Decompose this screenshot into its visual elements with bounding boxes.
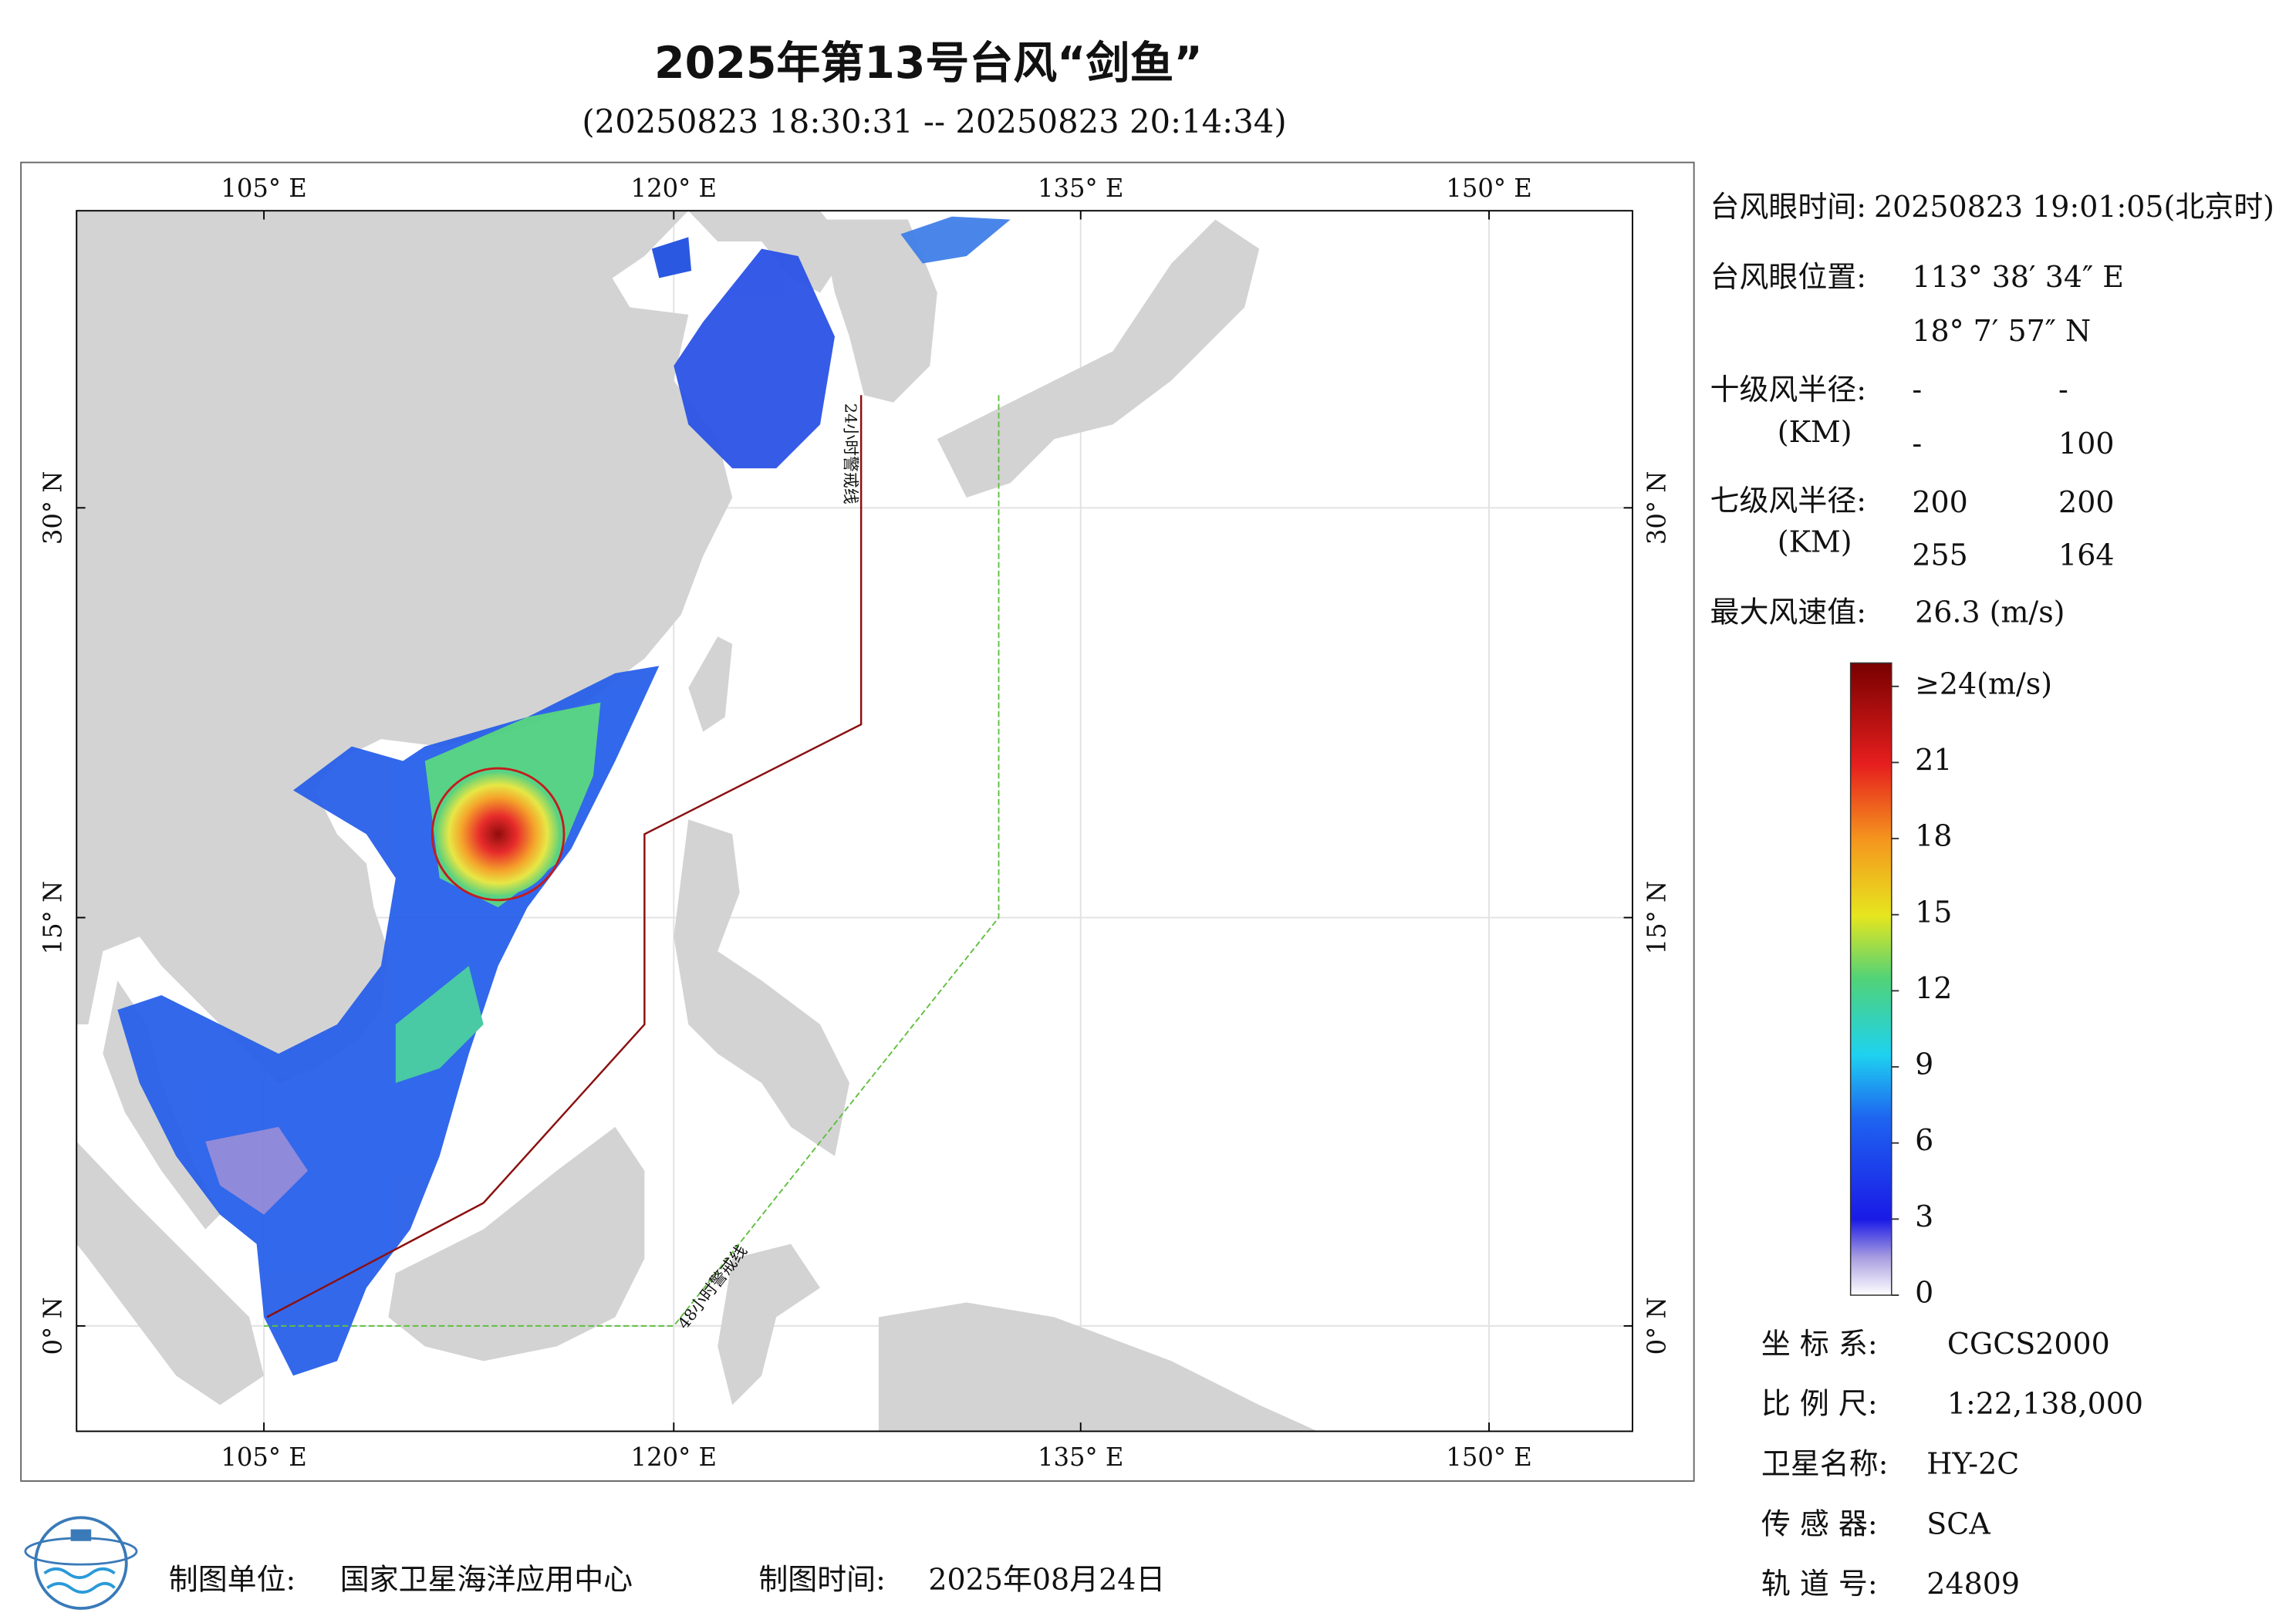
lat-label: 0° N [38, 1297, 67, 1355]
colorbar [1849, 662, 1893, 1296]
info-value: 18° 7′ 57″ N [1912, 314, 2091, 348]
title: 2025年第13号台风“剑鱼” [654, 38, 1203, 89]
info-value: 255 [1912, 538, 1967, 572]
info-value: 100 [2058, 427, 2114, 461]
lat-label: 15° N [38, 881, 67, 955]
info-value: 113° 38′ 34″ E [1912, 260, 2124, 294]
meta-value: SCA [1926, 1507, 1990, 1540]
meta-label: 坐 标 系: [1761, 1327, 1878, 1361]
lon-label: 135° E [1038, 1442, 1123, 1472]
meta-panel: 坐 标 系: CGCS2000 比 例 尺: 1:22,138,000 卫星名称: HY-… [1761, 1327, 2143, 1601]
colorbar-tick-label: 21 [1915, 743, 1952, 777]
lat-label: 15° N [1643, 881, 1672, 955]
subtitle: (20250823 18:30:31 -- 20250823 20:14:34) [582, 103, 1286, 140]
lat-label: 30° N [38, 471, 67, 545]
colorbar-tick-label: 9 [1915, 1048, 1933, 1081]
footer-value: 2025年08月24日 [928, 1562, 1165, 1596]
colorbar-tick-label: 15 [1915, 895, 1952, 929]
meta-value: 24809 [1926, 1567, 2020, 1601]
meta-label: 传 感 器: [1761, 1507, 1878, 1540]
info-label: 十级风半径: [1710, 373, 1866, 407]
lon-label: 120° E [631, 1442, 717, 1472]
lon-label: 105° E [221, 1442, 306, 1472]
lat-label: 30° N [1643, 471, 1672, 545]
footer-label: 制图时间: [758, 1562, 886, 1596]
lat-label: 0° N [1643, 1297, 1672, 1355]
info-value: 200 [1912, 485, 1967, 519]
colorbar-tick-label: 18 [1915, 819, 1952, 853]
footer-label: 制图单位: [169, 1562, 296, 1596]
info-value: - [1912, 373, 1922, 407]
info-unit: (KM) [1778, 525, 1852, 558]
lon-label: 120° E [631, 174, 717, 203]
info-value: 164 [2058, 538, 2114, 572]
meta-label: 轨 道 号: [1761, 1567, 1878, 1601]
meta-label: 卫星名称: [1761, 1446, 1889, 1480]
info-unit: (KM) [1778, 415, 1852, 449]
map: 24小时警戒线 48小时警戒线 [76, 211, 1633, 1432]
lon-label: 135° E [1038, 174, 1123, 203]
info-label: 七级风半径: [1710, 484, 1866, 518]
info-value: 20250823 19:01:05(北京时) [1874, 190, 2274, 224]
lon-label: 105° E [221, 174, 306, 203]
colorbar-tick-label: 0 [1915, 1276, 1933, 1310]
info-label: 台风眼时间: [1710, 190, 1866, 224]
lon-label: 150° E [1446, 1442, 1531, 1472]
info-value: - [2058, 373, 2068, 407]
lon-label: 150° E [1446, 174, 1531, 203]
warning-24h-label: 24小时警戒线 [841, 403, 859, 504]
footer-value: 国家卫星海洋应用中心 [340, 1562, 633, 1596]
colorbar-tick-label: ≥24(m/s) [1915, 666, 2052, 700]
colorbar-tick-label: 3 [1915, 1200, 1933, 1233]
meta-value: 1:22,138,000 [1947, 1387, 2143, 1421]
meta-label: 比 例 尺: [1761, 1387, 1878, 1421]
colorbar-tick-label: 6 [1915, 1123, 1933, 1157]
logo [24, 1516, 138, 1610]
info-panel: 台风眼时间: 20250823 19:01:05(北京时) 台风眼位置: 113… [1710, 190, 2274, 629]
info-label: 最大风速值: [1710, 595, 1866, 629]
info-value: - [1912, 427, 1922, 461]
info-label: 台风眼位置: [1710, 260, 1866, 294]
meta-value: CGCS2000 [1947, 1327, 2110, 1361]
info-value: 200 [2058, 485, 2114, 519]
info-value: 26.3 (m/s) [1915, 595, 2065, 629]
colorbar-tick-label: 12 [1915, 971, 1952, 1005]
map-border [76, 210, 1633, 1432]
meta-value: HY-2C [1926, 1446, 2019, 1480]
